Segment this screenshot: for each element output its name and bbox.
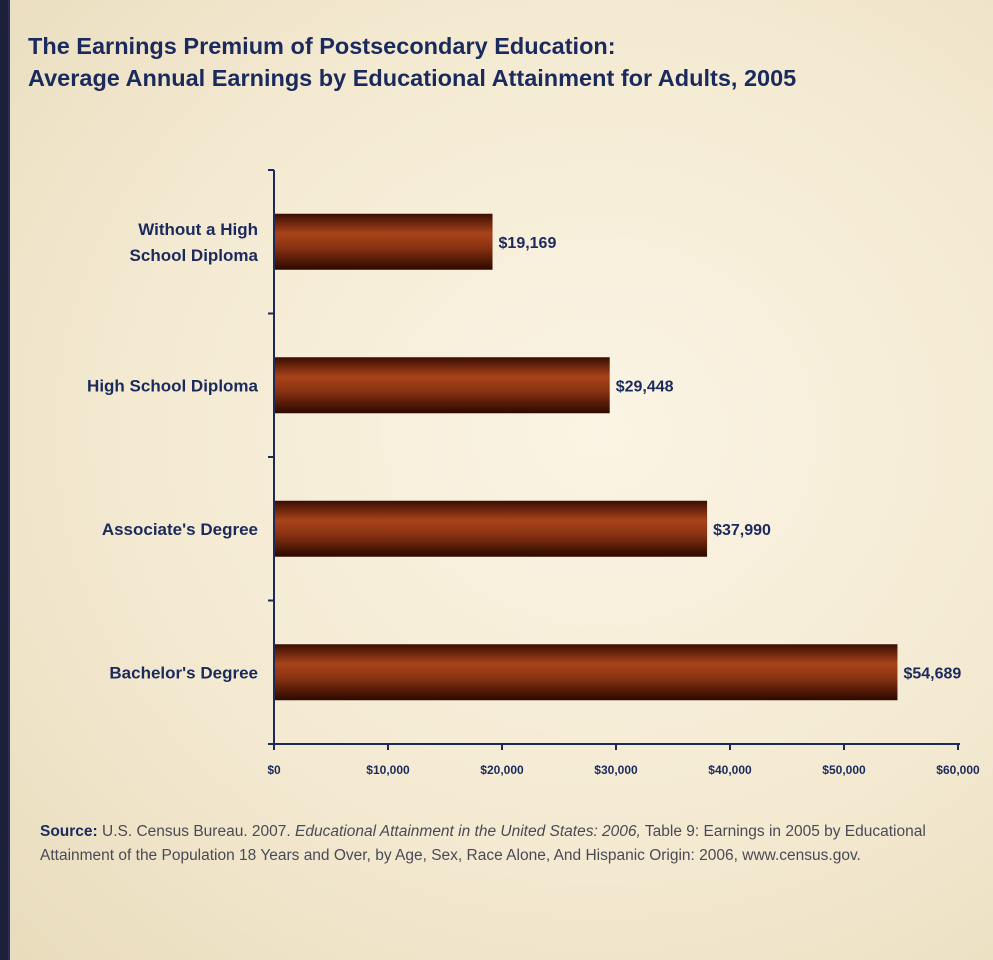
value-label-2: $37,990 <box>713 522 771 539</box>
x-tick-label-4: $40,000 <box>708 763 752 777</box>
chart-title: The Earnings Premium of Postsecondary Ed… <box>28 30 978 94</box>
source-text-2: Table 9: Earnings in 2005 by Educational… <box>40 823 926 864</box>
x-tick-label-1: $10,000 <box>366 763 410 777</box>
bar-0 <box>274 213 493 270</box>
chart-title-line-2: Average Annual Earnings by Educational A… <box>28 65 797 91</box>
source-text-1: U.S. Census Bureau. 2007. <box>97 823 296 840</box>
value-label-1: $29,448 <box>616 378 674 395</box>
source-label: Source: <box>40 823 98 840</box>
source-note: Source: U.S. Census Bureau. 2007. Educat… <box>40 820 960 868</box>
category-label-0-0: Without a High <box>138 220 258 239</box>
category-label-0-1: School Diploma <box>130 246 259 265</box>
value-label-0: $19,169 <box>499 235 557 252</box>
x-tick-label-6: $60,000 <box>936 763 980 777</box>
axes-group: $0 $10,000 $20,000 $30,000 $40,000 $50,000 $60… <box>267 169 980 777</box>
category-label-1-0: High School Diploma <box>87 376 258 395</box>
source-italic-title: Educational Attainment in the United Sta… <box>295 823 641 840</box>
x-tick-label-0: $0 <box>267 763 281 777</box>
x-tick-label-3: $30,000 <box>594 763 638 777</box>
bars-group: $19,169 Without a High School Diploma $29,4… <box>87 213 961 701</box>
bar-1 <box>274 357 610 414</box>
slide-background: The Earnings Premium of Postsecondary Ed… <box>8 0 993 960</box>
x-tick-label-2: $20,000 <box>480 763 524 777</box>
bar-3 <box>274 644 898 701</box>
value-label-3: $54,689 <box>903 665 961 682</box>
category-label-2-0: Associate's Degree <box>102 520 258 539</box>
category-label-3-0: Bachelor's Degree <box>109 663 258 682</box>
x-tick-label-5: $50,000 <box>822 763 866 777</box>
chart-title-line-1: The Earnings Premium of Postsecondary Ed… <box>28 33 616 59</box>
bar-chart: $19,169 Without a High School Diploma $29,4… <box>87 169 980 777</box>
bar-2 <box>274 500 708 557</box>
